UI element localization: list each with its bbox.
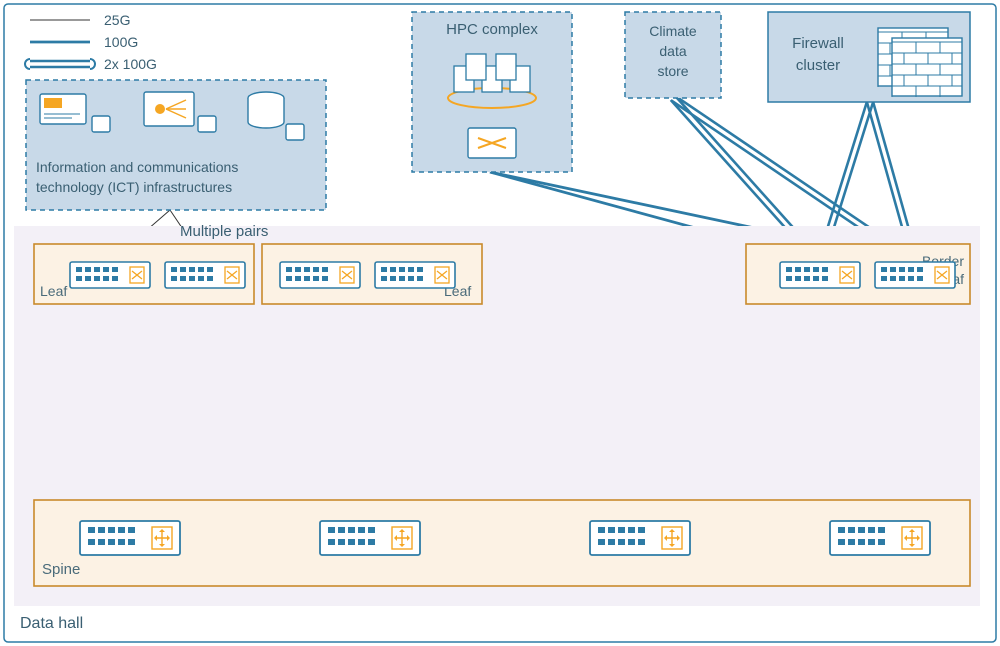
- svg-text:Information and communications: Information and communications: [36, 159, 238, 175]
- svg-text:Firewall: Firewall: [792, 35, 844, 52]
- svg-text:Multiple pairs: Multiple pairs: [180, 223, 268, 240]
- svg-text:100G: 100G: [104, 34, 138, 50]
- svg-text:2x 100G: 2x 100G: [104, 56, 157, 72]
- svg-text:cluster: cluster: [796, 57, 840, 74]
- svg-text:Spine: Spine: [42, 561, 80, 578]
- svg-text:store: store: [657, 63, 688, 79]
- svg-text:HPC complex: HPC complex: [446, 21, 538, 38]
- network-diagram: 25G100G2x 100GMultiple pairsLeafLeafSpin…: [0, 0, 1000, 646]
- svg-text:Leaf: Leaf: [40, 283, 67, 299]
- svg-text:25G: 25G: [104, 12, 130, 28]
- svg-text:technology (ICT) infrastructur: technology (ICT) infrastructures: [36, 179, 232, 195]
- svg-text:Data hall: Data hall: [20, 615, 83, 632]
- svg-text:data: data: [659, 43, 686, 59]
- svg-text:Climate: Climate: [649, 23, 697, 39]
